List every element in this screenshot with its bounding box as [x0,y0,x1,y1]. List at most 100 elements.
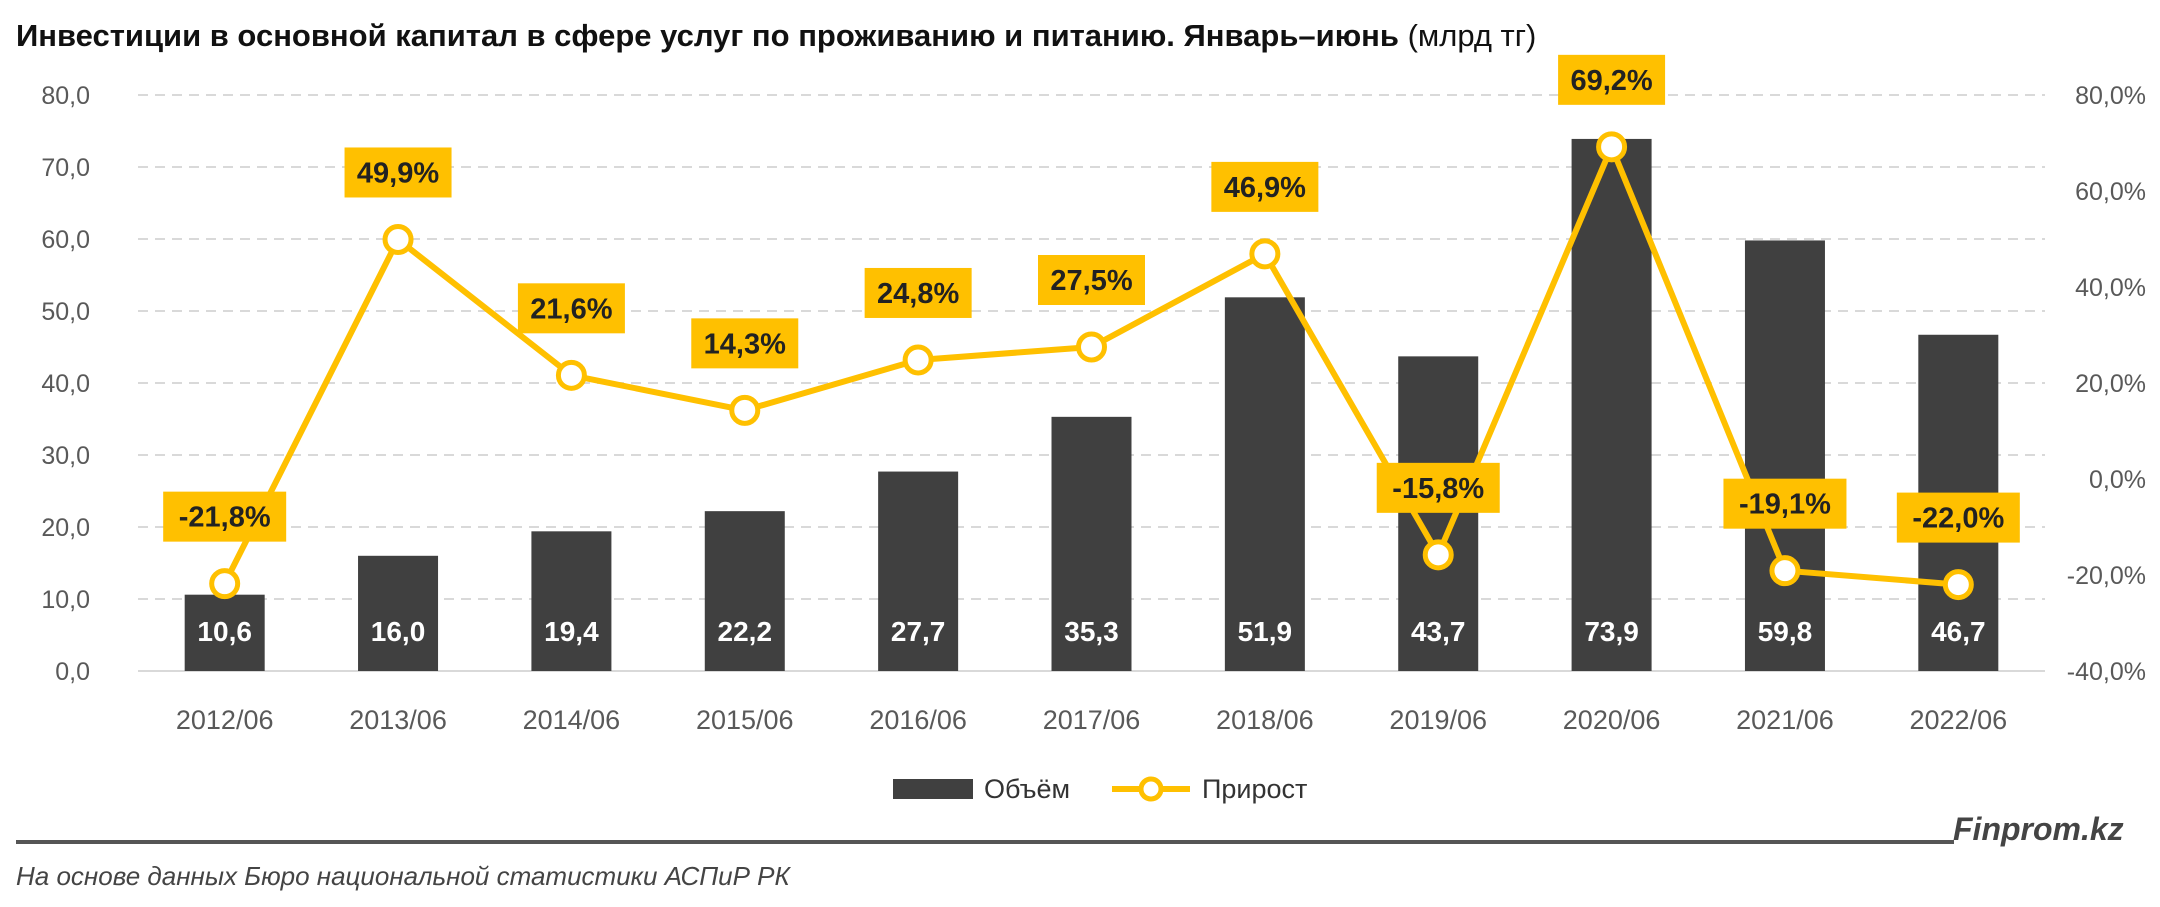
bar [358,555,439,671]
x-tick-label: 2018/06 [1216,705,1314,735]
bar-value-label: 27,7 [891,616,946,647]
bar-value-label: 16,0 [371,616,426,647]
bar-value-label: 10,6 [197,616,252,647]
growth-label: 27,5% [1038,255,1145,305]
bar [184,594,265,671]
growth-label-text: 69,2% [1570,65,1652,97]
right-tick-label: -20,0% [2067,562,2146,590]
bar [1051,416,1132,671]
left-tick-label: 30,0 [41,442,90,470]
bar-value-label: 73,9 [1584,616,1639,647]
growth-label: -21,8% [163,491,287,542]
bar [878,471,959,671]
x-tick-label: 2015/06 [696,705,794,735]
chart-unit: (млрд тг) [1407,18,1537,53]
legend-bar-swatch [893,779,973,799]
growth-point [209,568,241,600]
growth-point [555,359,587,391]
growth-label-text: 24,8% [877,278,959,310]
x-tick-label: 2017/06 [1043,705,1141,735]
bars [184,138,1999,672]
growth-labels: -21,8% 49,9% 21,6% 14,3% 24,8% 27,5% 46,9% -15,… [163,54,2020,543]
growth-label-box [691,318,799,369]
x-axis-labels: 2012/06 2013/06 2014/06 2015/06 2016/06 2017/… [176,705,2007,735]
x-tick-label: 2013/06 [349,705,447,735]
legend: Объём Прирост [893,774,1307,804]
growth-label: -22,0% [1896,492,2020,543]
growth-label-box [517,283,625,334]
left-tick-label: 80,0 [41,82,90,110]
growth-label-text: -21,8% [179,502,271,534]
chart: 0,0 10,0 20,0 30,0 40,0 50,0 60,0 70,0 80,0 -40,… [41,54,2146,804]
left-tick-label: 60,0 [41,226,90,254]
x-tick-label: 2020/06 [1563,705,1661,735]
growth-label: 49,9% [344,147,452,198]
growth-point [382,223,414,255]
growth-label-box [163,491,287,542]
bar [1744,240,1825,671]
bar-value-label: 22,2 [718,616,773,647]
right-tick-label: 40,0% [2075,274,2146,302]
legend-line-marker [1138,776,1164,802]
growth-label-text: -22,0% [1912,503,2004,535]
growth-label: -15,8% [1376,462,1500,513]
growth-point [729,394,761,426]
right-tick-label: -40,0% [2067,658,2146,686]
growth-label-box [864,267,972,318]
legend-bar-label: Объём [984,774,1070,804]
left-axis-ticks: 0,0 10,0 20,0 30,0 40,0 50,0 60,0 70,0 80,0 [41,82,90,686]
legend-line-label: Прирост [1202,774,1307,804]
growth-point [1076,331,1107,363]
footer-divider [16,840,1954,844]
growth-label-text: -15,8% [1392,473,1484,505]
bar [1224,297,1305,671]
growth-label-box [1038,255,1145,305]
left-tick-label: 40,0 [41,370,90,398]
growth-point [902,344,934,376]
chart-title: Инвестиции в основной капитал в сфере ус… [16,18,1536,54]
bar [1571,138,1652,672]
bar-value-label: 59,8 [1758,616,1813,647]
chart-title-text: Инвестиции в основной капитал в сфере ус… [16,18,1399,53]
right-tick-label: 60,0% [2075,178,2146,206]
x-tick-label: 2016/06 [869,705,967,735]
growth-label: 21,6% [517,283,625,334]
growth-point [1422,539,1454,571]
right-tick-label: 20,0% [2075,370,2146,398]
bar-value-label: 46,7 [1931,616,1986,647]
growth-label: 24,8% [864,267,972,318]
growth-point [1942,569,1974,601]
right-tick-label: 0,0% [2089,466,2146,494]
bar-value-label: 51,9 [1238,616,1293,647]
right-tick-label: 80,0% [2075,82,2146,110]
growth-label-box [1376,462,1500,513]
growth-label: 46,9% [1211,161,1319,212]
source-note: На основе данных Бюро национальной стати… [16,861,790,891]
bar [531,531,612,671]
left-tick-label: 10,0 [41,586,90,614]
bar [704,511,785,671]
growth-label: -19,1% [1723,478,1847,529]
growth-points [209,131,1974,601]
bar-value-label: 43,7 [1411,616,1466,647]
bar-value-label: 35,3 [1064,616,1119,647]
x-tick-label: 2019/06 [1389,705,1487,735]
growth-label-text: 21,6% [530,293,612,325]
growth-label-text: 49,9% [357,157,439,189]
growth-label: 69,2% [1558,54,1666,105]
x-tick-label: 2021/06 [1736,705,1834,735]
bar-labels: 10,6 16,0 19,4 22,2 27,7 35,3 51,9 43,7 73,9 59,8… [197,616,1985,647]
growth-label-box [344,147,452,198]
left-tick-label: 70,0 [41,154,90,182]
growth-point [1769,555,1801,587]
left-tick-label: 20,0 [41,514,90,542]
growth-label-text: -19,1% [1739,489,1831,521]
growth-label-box [1211,161,1319,212]
growth-point [1596,131,1628,163]
right-axis-ticks: -40,0% -20,0% 0,0% 20,0% 40,0% 60,0% 80,0% [2067,82,2146,686]
growth-label-box [1723,478,1847,529]
growth-point [1249,238,1281,270]
x-tick-label: 2022/06 [1910,705,2008,735]
left-tick-label: 0,0 [55,658,90,686]
growth-label-text: 27,5% [1050,265,1132,297]
